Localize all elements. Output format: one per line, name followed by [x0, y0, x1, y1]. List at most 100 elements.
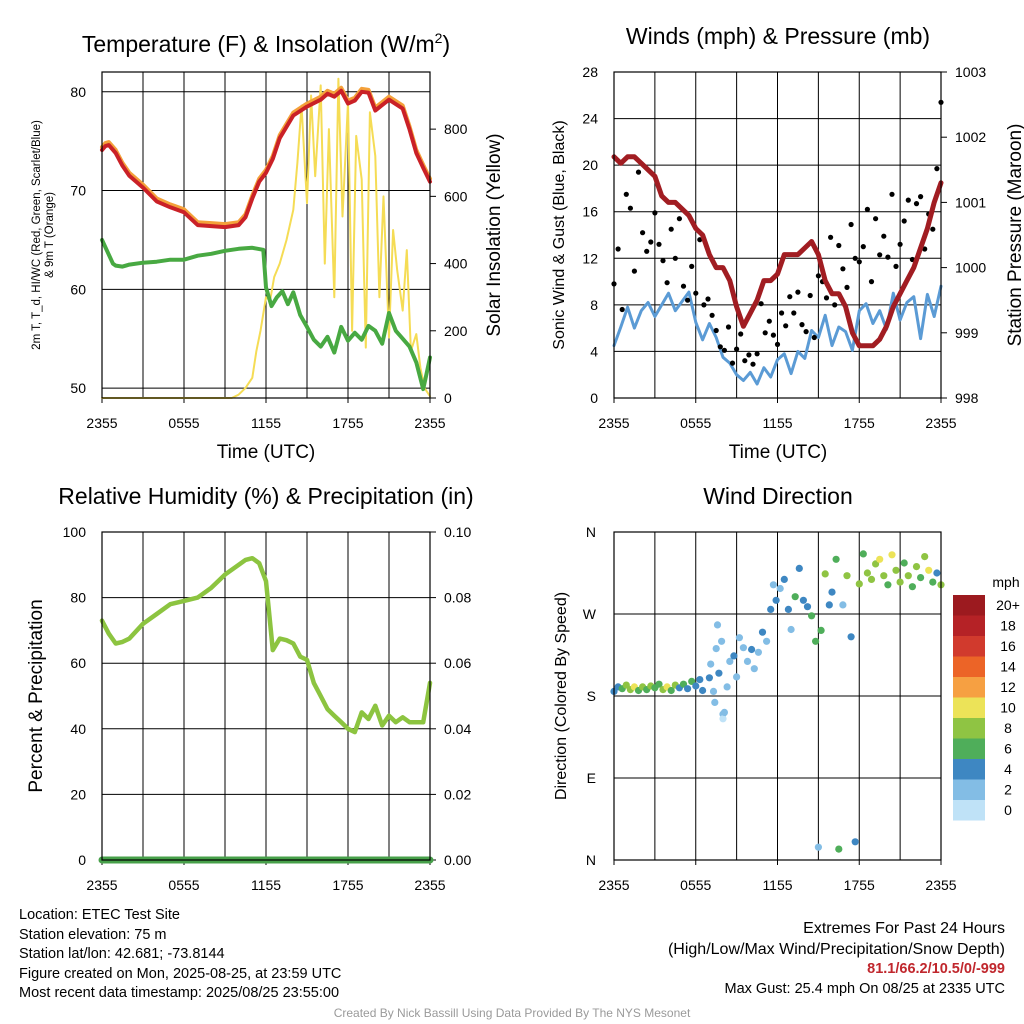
direction-point: [684, 685, 692, 693]
legend-swatch: [953, 779, 985, 800]
x-tick-label: 1155: [251, 415, 281, 431]
direction-point: [812, 637, 820, 645]
direction-point: [711, 698, 719, 707]
gust-point: [631, 268, 638, 274]
series-line: [100, 88, 432, 230]
y-tick-label: 24: [582, 111, 598, 127]
gust-point: [799, 322, 805, 328]
gust-point: [627, 205, 634, 211]
gust-point: [766, 318, 772, 324]
gust-point: [693, 290, 699, 296]
direction-point: [880, 572, 888, 580]
gust-point: [734, 346, 740, 352]
direction-point: [769, 581, 778, 589]
legend-label: 8: [1004, 720, 1012, 736]
direction-point: [917, 574, 925, 582]
x-tick-label: 1155: [251, 877, 281, 893]
recent-data-timestamp: Most recent data timestamp: 2025/08/25 2…: [19, 985, 340, 1002]
gust-point: [860, 244, 866, 250]
legend-label: 16: [1000, 638, 1016, 654]
direction-point: [863, 569, 872, 577]
y-tick-label: 50: [70, 380, 86, 396]
direction-point: [726, 657, 734, 666]
y-tick-label: 0: [590, 390, 598, 406]
gust-point: [901, 218, 907, 224]
y-axis-label: Sonic Wind & Gust (Blue, Black): [551, 120, 568, 349]
direction-point: [929, 578, 937, 586]
direction-point: [739, 644, 748, 652]
y2-tick-label: 999: [955, 325, 979, 341]
y-axis-label-line: 2m T, T_d, HI/WC (Red, Green, Scarlet/Bl…: [31, 120, 43, 350]
extremes-box: Extremes For Past 24 Hours (High/Low/Max…: [668, 918, 1005, 999]
x-tick-label: 0555: [680, 415, 711, 431]
gust-point: [877, 252, 883, 258]
gust-point: [815, 273, 822, 279]
plot-border: [101, 71, 431, 399]
direction-point: [884, 581, 892, 589]
y-tick-label: 80: [70, 590, 86, 606]
direction-point: [692, 682, 700, 690]
direction-point: [904, 572, 912, 580]
direction-point: [825, 601, 833, 609]
direction-point: [925, 566, 933, 574]
direction-point: [828, 588, 836, 596]
y2-tick-label: 998: [955, 390, 979, 406]
extremes-title: Extremes For Past 24 Hours: [803, 920, 1005, 937]
legend-label: 14: [1000, 659, 1016, 675]
direction-point: [720, 708, 729, 717]
gust-point: [619, 306, 625, 313]
direction-point: [784, 605, 793, 614]
gust-point: [705, 296, 711, 302]
direction-point: [851, 838, 859, 846]
y-tick-label: 20: [70, 786, 86, 802]
gust-point: [918, 194, 924, 200]
legend-swatch: [953, 697, 985, 718]
panel-winds: 2355 0555 1155 1755 235504812162024289989991…: [551, 23, 1024, 463]
gust-point: [676, 216, 683, 222]
direction-point: [718, 637, 726, 645]
gust-point: [930, 226, 936, 232]
direction-point: [772, 596, 780, 604]
direction-point: [912, 563, 921, 571]
direction-point: [821, 570, 829, 578]
gust-point: [852, 255, 858, 261]
y-tick-label: 16: [582, 204, 598, 220]
y2-tick-label: 1002: [955, 129, 986, 145]
direction-point: [896, 578, 904, 586]
legend-label: 18: [1000, 618, 1016, 634]
y2-tick-label: 0.10: [444, 524, 471, 540]
direction-point: [872, 560, 880, 568]
y2-tick-label: 1000: [955, 260, 986, 276]
gust-point: [807, 292, 813, 299]
gust-point: [823, 295, 830, 301]
figure-created: Figure created on Mon, 2025-08-25, at 23…: [19, 965, 342, 982]
gust-point: [754, 351, 760, 357]
gust-point: [742, 358, 748, 364]
gust-point: [660, 258, 666, 264]
direction-point: [888, 551, 896, 559]
gust-point: [856, 259, 862, 265]
gust-point: [774, 341, 781, 347]
x-tick-label: 1755: [332, 415, 363, 431]
y-axis-label: Direction (Colored By Speed): [553, 592, 570, 800]
gust-point: [635, 169, 642, 175]
station-latlon: Station lat/lon: 42.681; -73.8144: [19, 946, 225, 963]
x-tick-label: 0555: [168, 415, 199, 431]
direction-point: [855, 580, 863, 588]
gust-point: [762, 330, 768, 336]
direction-point: [859, 550, 867, 558]
legend-swatch: [953, 636, 985, 657]
gust-point: [729, 360, 736, 366]
x-tick-label: 1155: [762, 877, 792, 893]
gust-point: [770, 332, 777, 338]
x-axis-label: Time (UTC): [217, 442, 316, 463]
y-tick-label: S: [587, 688, 596, 704]
direction-point: [763, 637, 771, 645]
direction-point: [713, 621, 722, 629]
y-tick-label: W: [583, 606, 597, 622]
gust-point: [836, 242, 842, 249]
gust-point: [848, 221, 854, 228]
direction-point: [696, 676, 704, 684]
direction-point: [832, 555, 840, 563]
meteogram-figure: 2355 0555 1155 1755 235550607080020040060080…: [26, 23, 1024, 893]
